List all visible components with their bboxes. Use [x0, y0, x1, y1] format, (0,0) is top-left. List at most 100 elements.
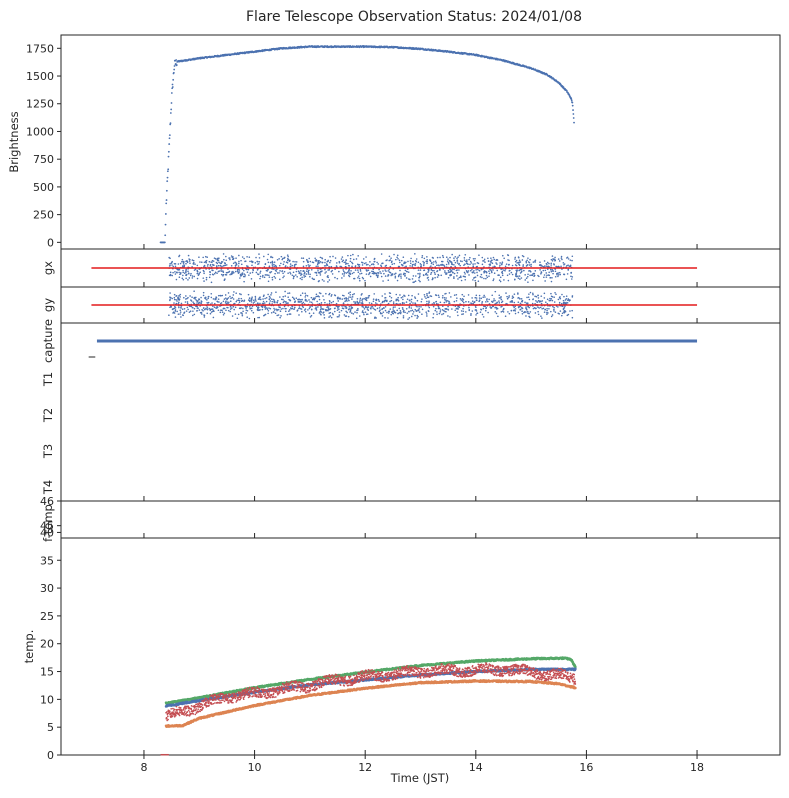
gy-point	[349, 311, 351, 313]
gx-point	[525, 265, 528, 267]
gy-point	[563, 301, 565, 304]
gx-point	[417, 269, 420, 271]
gy-point	[320, 305, 322, 308]
gy-point	[460, 299, 463, 301]
gy-point	[510, 309, 513, 312]
gy-point	[363, 308, 366, 310]
gx-point	[309, 264, 311, 267]
gx-point	[419, 272, 421, 275]
gx-point	[343, 273, 346, 275]
gx-point	[268, 274, 270, 277]
gx-point	[339, 265, 342, 268]
gx-point	[466, 271, 469, 274]
gy-point	[471, 297, 473, 299]
gy-point	[355, 317, 358, 320]
gy-point	[185, 310, 188, 312]
gy-point	[390, 299, 393, 302]
gx-point	[305, 264, 308, 267]
gy-point	[445, 308, 448, 310]
gy-point	[457, 308, 460, 310]
gy-point	[273, 301, 275, 303]
gy-point	[173, 298, 176, 301]
y-tick-label-brightness-1750: 1750	[26, 42, 54, 55]
gx-point	[450, 273, 452, 276]
gx-point	[566, 273, 569, 275]
gx-point	[487, 257, 489, 260]
gx-point	[289, 263, 292, 265]
gx-point	[442, 256, 445, 259]
gx-point	[308, 257, 311, 260]
gy-point	[288, 309, 291, 311]
gy-point	[186, 306, 189, 309]
gx-point	[219, 264, 222, 267]
gy-point	[284, 301, 287, 303]
gy-point	[206, 299, 208, 301]
gx-point	[243, 257, 245, 260]
gx-point	[302, 270, 304, 272]
gy-point	[438, 296, 440, 298]
gx-point	[278, 272, 280, 274]
gx-point	[271, 256, 274, 259]
gx-point	[468, 274, 470, 276]
gy-point	[328, 292, 331, 295]
gy-point	[418, 308, 420, 310]
gy-point	[432, 305, 435, 308]
gx-point	[382, 280, 384, 282]
gy-point	[329, 311, 332, 314]
gx-point	[390, 274, 392, 277]
gx-point	[240, 263, 243, 266]
gx-point	[391, 263, 394, 265]
gy-point	[188, 311, 191, 313]
gx-point	[189, 262, 191, 264]
gx-point	[203, 265, 206, 267]
gx-point	[282, 257, 284, 260]
gy-point	[289, 313, 292, 315]
gx-point	[291, 274, 294, 277]
gx-point	[346, 271, 349, 273]
gx-point	[495, 262, 497, 264]
gx-point	[489, 264, 491, 267]
brightness-point	[170, 92, 173, 94]
gx-point	[524, 279, 527, 281]
gx-point	[338, 260, 341, 263]
gy-point	[554, 291, 556, 294]
gx-point	[367, 269, 370, 272]
gy-point	[180, 306, 182, 309]
gx-point	[532, 279, 534, 282]
gx-point	[204, 255, 207, 258]
brightness-point	[166, 180, 169, 183]
gx-point	[456, 257, 458, 260]
gx-point	[349, 254, 352, 257]
gy-point	[329, 301, 331, 303]
gx-point	[476, 274, 479, 277]
gx-point	[181, 277, 184, 280]
gy-point	[550, 292, 552, 295]
gx-point	[451, 263, 454, 266]
gx-point	[511, 273, 514, 276]
gx-point	[362, 258, 365, 260]
gx-point	[444, 270, 446, 272]
gx-point	[398, 265, 400, 268]
gx-point	[551, 276, 553, 279]
gx-point	[237, 271, 239, 273]
gx-point	[274, 277, 277, 279]
gx-point	[409, 262, 412, 265]
gy-point	[483, 294, 485, 297]
gx-point	[402, 256, 405, 258]
gy-point	[403, 309, 405, 312]
gy-point	[375, 298, 378, 301]
gy-point	[277, 308, 280, 311]
gy-point	[511, 300, 513, 302]
gy-point	[200, 296, 202, 299]
gx-point	[430, 273, 432, 275]
gx-point	[292, 271, 295, 274]
y-tick-label-brightness-250: 250	[33, 209, 54, 222]
gx-point	[310, 268, 313, 271]
gy-point	[304, 292, 307, 295]
gy-point	[450, 296, 452, 298]
gx-point	[543, 260, 546, 262]
gy-point	[478, 297, 481, 299]
gx-point	[398, 259, 401, 262]
gx-point	[252, 268, 254, 271]
